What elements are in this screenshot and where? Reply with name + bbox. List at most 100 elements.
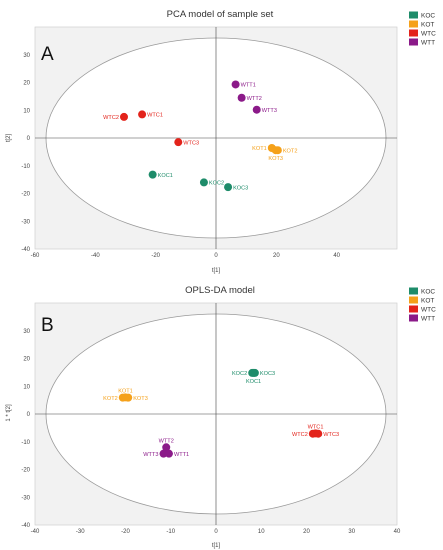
y-tick-label: 0 <box>27 412 31 418</box>
legend-label-koc: KOC <box>421 289 435 296</box>
data-point-wtc3 <box>314 429 323 438</box>
data-label-koc2: KOC2 <box>209 181 224 187</box>
data-label-wtt3: WTT3 <box>262 108 277 114</box>
legend-swatch-kot <box>409 296 418 304</box>
y-tick-label: 10 <box>23 108 30 114</box>
panel-a-letter: A <box>41 44 54 65</box>
data-point-kot3 <box>271 146 280 155</box>
x-tick-label: -60 <box>31 253 40 259</box>
data-label-kot3: KOT3 <box>133 396 148 402</box>
y-tick-label: 20 <box>23 81 30 87</box>
data-label-wtc2: WTC2 <box>292 432 308 438</box>
y-tick-label: 30 <box>23 53 30 59</box>
data-point-wtc1 <box>138 110 147 119</box>
data-label-wtt2: WTT2 <box>247 96 262 102</box>
data-point-kot3 <box>124 393 133 402</box>
y-tick-label: -30 <box>21 219 30 225</box>
y-tick-label: -10 <box>21 440 30 446</box>
x-tick-label: 20 <box>273 253 280 259</box>
x-tick-label: 10 <box>258 529 265 535</box>
x-tick-label: -30 <box>76 529 85 535</box>
x-tick-label: -20 <box>151 253 160 259</box>
data-label-wtc1: WTC1 <box>147 113 163 119</box>
y-tick-label: -20 <box>21 468 30 474</box>
panel-a-ylabel: t[2] <box>6 134 12 143</box>
data-point-wtt1 <box>231 80 240 89</box>
data-point-wtt1 <box>164 449 173 458</box>
data-point-koc3 <box>224 183 233 192</box>
legend-swatch-wtc <box>409 29 418 37</box>
data-point-koc1 <box>249 368 258 377</box>
data-label-wtc3: WTC3 <box>183 140 199 146</box>
panel-b-ylabel: 1 * t[2] <box>6 404 12 422</box>
panel-b-content: -40 -30 -20 -10 0 10 20 30 40 -40 -30 -20 -10 0 10 20 30… <box>21 303 401 535</box>
panel-a-xlabel: t[1] <box>212 268 221 274</box>
data-label-kot2: KOT2 <box>283 148 298 154</box>
panel-a-legend: KOC KOT WTC WTT <box>409 11 436 47</box>
legend-swatch-koc <box>409 287 418 295</box>
x-tick-label: 40 <box>394 529 401 535</box>
panel-b-title: OPLS-DA model <box>185 285 255 296</box>
legend-swatch-koc <box>409 11 418 19</box>
legend-label-wtt: WTT <box>421 40 435 47</box>
data-point-wtc2 <box>119 112 128 121</box>
y-tick-label: -40 <box>21 247 30 253</box>
legend-label-koc: KOC <box>421 13 435 20</box>
data-label-koc3: KOC3 <box>233 185 248 191</box>
data-label-koc1: KOC1 <box>246 379 261 385</box>
panel-b-legend: KOC KOT WTC WTT <box>409 287 436 323</box>
x-tick-label: -20 <box>121 529 130 535</box>
x-tick-label: 20 <box>303 529 310 535</box>
x-tick-label: 0 <box>214 253 218 259</box>
y-tick-label: -30 <box>21 495 30 501</box>
data-point-wtc3 <box>174 138 183 147</box>
panel-a: PCA model of sample set A -60 -40 -20 0 20 40… <box>6 9 398 274</box>
data-point-wtt2 <box>162 443 171 452</box>
y-tick-label: -40 <box>21 523 30 529</box>
data-label-koc1: KOC1 <box>158 173 173 179</box>
legend-label-kot: KOT <box>421 22 434 29</box>
y-tick-label: -10 <box>21 164 30 170</box>
x-tick-label: 0 <box>214 529 218 535</box>
data-label-wtt2: WTT2 <box>159 438 174 444</box>
legend-swatch-wtc <box>409 305 418 313</box>
data-point-koc2 <box>199 178 208 187</box>
data-point-wtt2 <box>237 93 246 102</box>
panel-b: OPLS-DA model B -40 -30 -20 -10 0 10 20 30 40 -40… <box>6 285 401 549</box>
data-label-wtt3: WTT3 <box>143 452 158 458</box>
panel-b-letter: B <box>41 315 54 336</box>
legend-label-wtc: WTC <box>421 307 436 314</box>
y-tick-label: 10 <box>23 384 30 390</box>
y-tick-label: 0 <box>27 136 31 142</box>
data-label-wtt1: WTT1 <box>241 83 256 89</box>
panel-a-content: -60 -40 -20 0 20 40-40-30-20-100102030KOC1KOC… <box>21 27 397 259</box>
data-point-wtt3 <box>252 105 261 114</box>
data-label-wtc2: WTC2 <box>103 115 119 121</box>
y-tick-label: 20 <box>23 357 30 363</box>
data-label-kot1: KOT1 <box>252 146 267 152</box>
data-label-kot3: KOT3 <box>268 156 283 162</box>
y-tick-label: -20 <box>21 192 30 198</box>
legend-label-wtt: WTT <box>421 316 435 323</box>
y-tick-label: 30 <box>23 329 30 335</box>
legend-swatch-wtt <box>409 314 418 322</box>
legend-label-kot: KOT <box>421 298 434 305</box>
data-label-wtt1: WTT1 <box>174 452 189 458</box>
x-tick-label: -40 <box>91 253 100 259</box>
data-label-koc2: KOC2 <box>232 371 247 377</box>
x-tick-label: -40 <box>31 529 40 535</box>
x-tick-label: 40 <box>333 253 340 259</box>
legend-swatch-kot <box>409 20 418 28</box>
panel-b-xlabel: t[1] <box>212 543 221 549</box>
data-label-kot1: KOT1 <box>118 388 133 394</box>
data-label-wtc1: WTC1 <box>308 424 324 430</box>
data-point-koc1 <box>148 170 157 179</box>
data-label-wtc3: WTC3 <box>323 432 339 438</box>
legend-label-wtc: WTC <box>421 31 436 38</box>
data-label-koc3: KOC3 <box>260 371 275 377</box>
data-label-kot2: KOT2 <box>103 396 118 402</box>
x-tick-label: -10 <box>166 529 175 535</box>
panel-a-title: PCA model of sample set <box>167 9 274 20</box>
legend-swatch-wtt <box>409 38 418 46</box>
